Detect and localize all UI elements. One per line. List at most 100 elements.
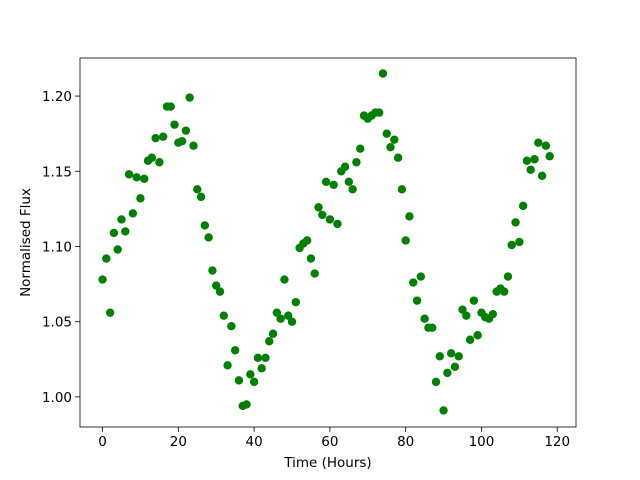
- data-point: [401, 236, 410, 245]
- data-point: [416, 272, 426, 281]
- x-tick-label: 0: [98, 434, 107, 450]
- y-axis-label: Normalised Flux: [18, 188, 34, 297]
- y-tick-label: 1.15: [42, 164, 72, 180]
- data-point: [522, 156, 532, 165]
- data-point: [98, 275, 107, 284]
- data-point: [249, 377, 259, 387]
- x-tick-label: 60: [321, 434, 338, 450]
- data-point: [117, 215, 126, 224]
- data-point: [196, 192, 206, 202]
- data-point: [151, 133, 160, 143]
- data-point: [541, 141, 551, 150]
- data-point: [458, 305, 467, 314]
- data-point: [113, 245, 122, 254]
- data-point: [530, 155, 539, 164]
- data-point: [185, 93, 194, 102]
- data-point: [348, 185, 357, 194]
- y-tick-label: 1.05: [42, 315, 72, 331]
- data-point: [124, 170, 134, 179]
- data-point: [462, 311, 471, 320]
- data-point: [503, 272, 513, 281]
- x-tick-label: 80: [397, 434, 414, 450]
- data-point: [306, 254, 316, 263]
- data-point: [158, 132, 168, 141]
- y-tick-label: 1.20: [42, 89, 72, 105]
- data-point: [465, 335, 475, 344]
- data-point: [526, 165, 535, 174]
- data-point: [102, 254, 111, 263]
- data-point: [344, 177, 354, 187]
- data-point: [469, 296, 479, 305]
- data-point: [340, 162, 350, 171]
- data-point: [511, 218, 520, 227]
- data-point: [545, 152, 554, 161]
- data-point: [208, 266, 217, 275]
- data-point: [499, 287, 509, 296]
- data-point: [291, 297, 300, 307]
- data-point: [261, 353, 270, 363]
- data-point: [321, 177, 331, 187]
- data-point: [170, 120, 179, 129]
- data-point: [473, 331, 482, 340]
- data-point: [265, 337, 274, 346]
- data-point: [374, 108, 384, 117]
- data-point: [356, 144, 365, 153]
- data-point: [302, 236, 312, 245]
- data-point: [534, 138, 543, 147]
- data-point: [431, 377, 441, 387]
- data-point: [181, 126, 191, 135]
- data-point: [443, 368, 452, 378]
- data-point: [314, 203, 323, 212]
- data-point: [272, 308, 282, 317]
- data-point: [488, 309, 498, 319]
- data-point: [257, 364, 266, 373]
- data-point: [518, 201, 528, 211]
- data-point: [147, 153, 157, 162]
- data-point: [515, 237, 524, 247]
- data-point: [132, 173, 141, 182]
- data-point: [140, 174, 149, 183]
- data-point: [446, 349, 456, 358]
- data-point: [378, 69, 388, 78]
- data-point: [155, 158, 164, 167]
- data-point: [397, 185, 407, 194]
- data-point: [204, 233, 213, 242]
- data-point: [435, 352, 444, 361]
- data-point: [276, 314, 285, 323]
- data-point: [420, 314, 429, 323]
- data-point: [242, 400, 251, 409]
- data-point: [219, 311, 228, 320]
- x-tick-label: 20: [170, 434, 187, 450]
- data-point: [136, 194, 145, 203]
- data-point: [428, 323, 437, 332]
- y-tick-label: 1.00: [42, 390, 72, 406]
- data-point: [393, 153, 403, 162]
- data-point: [109, 228, 119, 238]
- data-point: [280, 275, 289, 284]
- data-point: [212, 281, 221, 290]
- data-point: [189, 141, 198, 150]
- data-point: [284, 311, 293, 320]
- data-point: [454, 352, 463, 361]
- data-point: [412, 296, 422, 305]
- data-point: [268, 329, 278, 338]
- data-point: [230, 346, 240, 355]
- data-point: [439, 406, 448, 415]
- data-point: [352, 158, 361, 167]
- data-point: [507, 240, 516, 250]
- data-point: [325, 215, 335, 224]
- data-point: [193, 185, 202, 194]
- data-point: [287, 317, 297, 326]
- data-point: [121, 227, 130, 236]
- data-point: [215, 287, 225, 296]
- data-point: [223, 361, 232, 370]
- y-tick-label: 1.10: [42, 239, 72, 255]
- axes-frame: [79, 57, 577, 428]
- data-point: [390, 135, 399, 144]
- x-axis-label: Time (Hours): [283, 455, 371, 471]
- data-point: [310, 269, 319, 278]
- data-point: [409, 278, 418, 287]
- data-point: [318, 210, 327, 220]
- data-point: [382, 129, 391, 138]
